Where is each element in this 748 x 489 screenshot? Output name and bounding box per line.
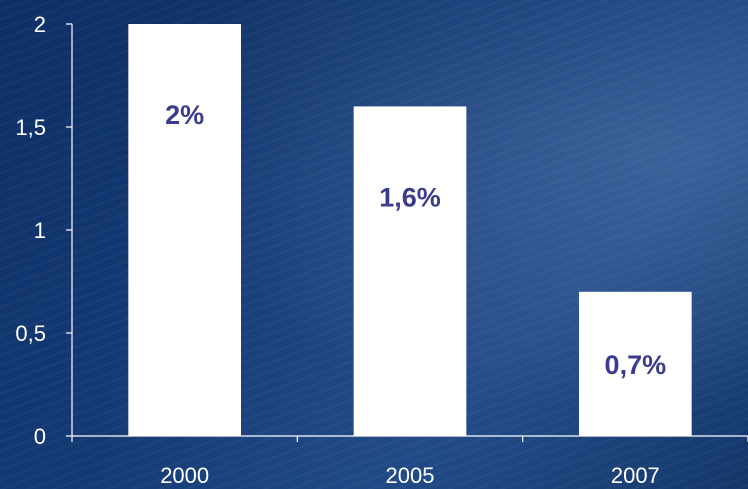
y-tick-label: 2 <box>34 12 46 37</box>
y-tick-label: 0,5 <box>15 321 46 346</box>
bar-2000 <box>128 24 241 436</box>
axes: 0 0,5 1 1,5 2 2000 2005 2007 <box>15 12 748 488</box>
y-tick-label: 1,5 <box>15 115 46 140</box>
x-tick-label: 2005 <box>386 463 435 488</box>
bars <box>128 24 692 437</box>
bar-2007 <box>579 291 692 436</box>
x-tick-label: 2007 <box>611 463 660 488</box>
labels: 2% 1,6% 0,7% <box>165 100 666 380</box>
y-tick-label: 0 <box>34 424 46 449</box>
x-tick-label: 2000 <box>160 463 209 488</box>
data-label: 0,7% <box>605 350 667 380</box>
data-label: 2% <box>165 100 204 130</box>
data-label: 1,6% <box>379 182 441 212</box>
y-tick-label: 1 <box>34 218 46 243</box>
bar-2005 <box>353 106 467 437</box>
